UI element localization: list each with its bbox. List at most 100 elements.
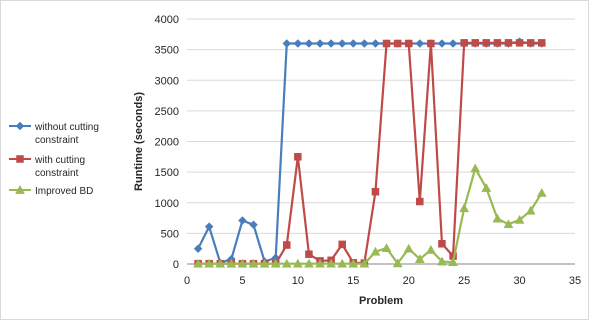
data-point — [270, 258, 281, 268]
data-point — [393, 39, 402, 48]
data-point — [448, 39, 458, 48]
data-point — [315, 258, 325, 268]
data-point — [482, 39, 491, 47]
data-point — [305, 250, 313, 258]
x-tick-label: 35 — [569, 275, 581, 287]
data-point — [283, 241, 291, 249]
legend-label: with cutting — [34, 155, 85, 166]
x-axis-title: Problem — [359, 295, 403, 307]
data-point — [382, 39, 391, 48]
y-tick-label: 4000 — [155, 14, 179, 26]
data-point — [504, 39, 513, 47]
data-point — [381, 243, 392, 252]
data-point — [492, 213, 503, 223]
data-point — [304, 39, 314, 48]
data-point — [281, 258, 292, 268]
data-point — [371, 187, 380, 196]
data-point — [204, 222, 214, 231]
data-point — [237, 258, 248, 268]
legend-marker — [16, 155, 24, 163]
data-point — [337, 39, 347, 48]
y-tick-labels: 0 500 1000 1500 2000 2500 3000 3500 4000 — [155, 14, 179, 271]
x-tick-label: 25 — [458, 275, 470, 287]
legend-marker — [15, 184, 25, 194]
y-tick-label: 1500 — [155, 167, 179, 179]
y-tick-label: 2500 — [155, 106, 179, 118]
data-point — [536, 187, 547, 197]
data-point — [438, 240, 446, 248]
data-point — [514, 214, 525, 224]
runtime-chart: 0 500 1000 1500 2000 2500 3000 3500 4000 0 5 10 15 2… — [9, 14, 581, 307]
data-point — [437, 39, 447, 48]
x-tick-label: 5 — [239, 275, 245, 287]
data-point — [537, 39, 546, 47]
data-point — [226, 258, 237, 268]
y-tick-label: 1000 — [155, 198, 179, 210]
data-point — [248, 258, 259, 268]
y-tick-label: 3500 — [155, 45, 179, 57]
data-point — [427, 39, 435, 48]
legend-label: without cutting — [34, 122, 99, 133]
data-point — [193, 244, 203, 254]
data-point — [493, 39, 502, 47]
data-point — [348, 258, 359, 268]
data-point — [348, 39, 358, 48]
data-point — [371, 39, 380, 48]
data-point — [249, 220, 258, 230]
legend-label: Improved BD — [35, 186, 93, 197]
data-point — [404, 39, 413, 48]
legend-item-1: with cutting constraint — [9, 155, 85, 179]
y-tick-label: 0 — [173, 259, 179, 271]
series-group — [193, 37, 547, 268]
y-tick-label: 2000 — [155, 137, 179, 149]
series-2 — [193, 163, 547, 268]
data-point — [215, 258, 226, 268]
data-point — [338, 240, 346, 249]
x-tick-label: 15 — [347, 275, 359, 287]
data-point — [503, 219, 514, 229]
legend-item-2: Improved BD — [9, 184, 93, 197]
data-point — [460, 39, 468, 47]
data-point — [259, 258, 270, 268]
x-tick-labels: 0 5 10 15 20 25 30 35 — [184, 275, 581, 287]
x-tick-label: 0 — [184, 275, 190, 287]
data-point — [471, 39, 479, 47]
data-point — [515, 39, 524, 47]
legend-label: constraint — [35, 135, 79, 146]
y-tick-label: 3000 — [155, 75, 179, 87]
data-point — [238, 216, 247, 225]
data-point — [315, 39, 325, 48]
data-point — [193, 258, 204, 268]
data-point — [337, 258, 348, 268]
x-tick-label: 30 — [513, 275, 525, 287]
data-point — [360, 39, 369, 48]
data-point — [425, 244, 436, 254]
legend-label: constraint — [35, 168, 79, 179]
data-point — [415, 39, 425, 48]
data-point — [416, 197, 424, 206]
data-point — [470, 163, 481, 173]
data-point — [448, 257, 458, 267]
x-tick-label: 10 — [292, 275, 304, 287]
legend: without cutting constraint with cutting con… — [9, 121, 99, 197]
data-point — [304, 258, 314, 268]
data-point — [370, 246, 381, 256]
legend-marker — [15, 121, 25, 131]
data-point — [326, 258, 337, 268]
y-axis-title: Runtime (seconds) — [133, 92, 145, 191]
data-point — [437, 256, 447, 266]
data-point — [414, 254, 425, 263]
data-point — [293, 39, 303, 48]
data-point — [403, 243, 414, 253]
data-point — [525, 205, 536, 215]
data-point — [359, 258, 370, 268]
data-point — [294, 153, 302, 161]
data-point — [459, 203, 470, 213]
data-point — [481, 183, 492, 192]
data-point — [292, 258, 303, 268]
legend-item-0: without cutting constraint — [9, 121, 99, 146]
data-point — [526, 39, 535, 47]
data-point — [282, 39, 292, 48]
data-point — [204, 258, 215, 268]
